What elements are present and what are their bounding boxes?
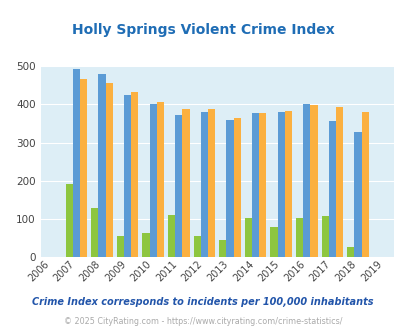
Bar	[233, 118, 240, 257]
Bar	[303, 104, 309, 257]
Bar	[328, 121, 335, 257]
Bar	[277, 112, 284, 257]
Bar	[105, 83, 113, 257]
Bar	[131, 92, 138, 257]
Bar	[117, 236, 124, 257]
Bar	[193, 236, 200, 257]
Bar	[200, 112, 207, 257]
Bar	[346, 247, 354, 257]
Bar	[98, 75, 105, 257]
Text: Holly Springs Violent Crime Index: Holly Springs Violent Crime Index	[71, 23, 334, 37]
Bar	[149, 104, 156, 257]
Bar	[72, 69, 80, 257]
Bar	[284, 111, 291, 257]
Bar	[258, 114, 266, 257]
Text: Crime Index corresponds to incidents per 100,000 inhabitants: Crime Index corresponds to incidents per…	[32, 297, 373, 307]
Bar	[156, 102, 164, 257]
Bar	[175, 115, 182, 257]
Text: © 2025 CityRating.com - https://www.cityrating.com/crime-statistics/: © 2025 CityRating.com - https://www.city…	[64, 317, 341, 326]
Bar	[354, 132, 361, 257]
Bar	[244, 218, 252, 257]
Bar	[168, 215, 175, 257]
Bar	[252, 113, 258, 257]
Bar	[207, 109, 215, 257]
Bar	[91, 209, 98, 257]
Bar	[335, 107, 342, 257]
Bar	[309, 105, 317, 257]
Bar	[80, 79, 87, 257]
Bar	[361, 112, 368, 257]
Bar	[142, 233, 149, 257]
Bar	[321, 216, 328, 257]
Bar	[66, 184, 72, 257]
Bar	[295, 218, 303, 257]
Bar	[124, 95, 131, 257]
Bar	[182, 109, 189, 257]
Bar	[270, 227, 277, 257]
Bar	[219, 240, 226, 257]
Bar	[226, 119, 233, 257]
